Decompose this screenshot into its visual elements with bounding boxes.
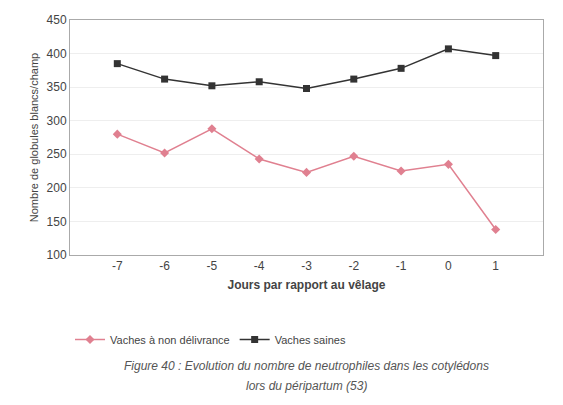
svg-text:Jours par rapport au vêlage: Jours par rapport au vêlage xyxy=(227,278,385,292)
svg-text:-4: -4 xyxy=(254,259,265,273)
svg-text:-1: -1 xyxy=(396,259,407,273)
svg-text:-6: -6 xyxy=(159,259,170,273)
svg-text:-7: -7 xyxy=(112,259,123,273)
svg-text:-3: -3 xyxy=(301,259,312,273)
svg-text:350: 350 xyxy=(47,80,67,94)
svg-text:300: 300 xyxy=(47,114,67,128)
svg-text:200: 200 xyxy=(47,181,67,195)
svg-text:100: 100 xyxy=(47,248,67,262)
svg-text:1: 1 xyxy=(492,259,499,273)
svg-text:Vaches à non délivrance: Vaches à non délivrance xyxy=(110,334,230,346)
svg-text:0: 0 xyxy=(445,259,452,273)
svg-text:Vaches saines: Vaches saines xyxy=(275,334,346,346)
svg-text:Nombre de globules blancs/cham: Nombre de globules blancs/champ xyxy=(28,53,40,222)
svg-text:-5: -5 xyxy=(207,259,218,273)
svg-text:450: 450 xyxy=(47,13,67,27)
svg-text:Figure 40 : Evolution du nombr: Figure 40 : Evolution du nombre de neutr… xyxy=(124,359,489,373)
svg-text:250: 250 xyxy=(47,147,67,161)
svg-text:-2: -2 xyxy=(348,259,359,273)
svg-text:150: 150 xyxy=(47,215,67,229)
svg-text:lors du péripartum (53): lors du péripartum (53) xyxy=(246,379,367,393)
svg-text:400: 400 xyxy=(47,47,67,61)
